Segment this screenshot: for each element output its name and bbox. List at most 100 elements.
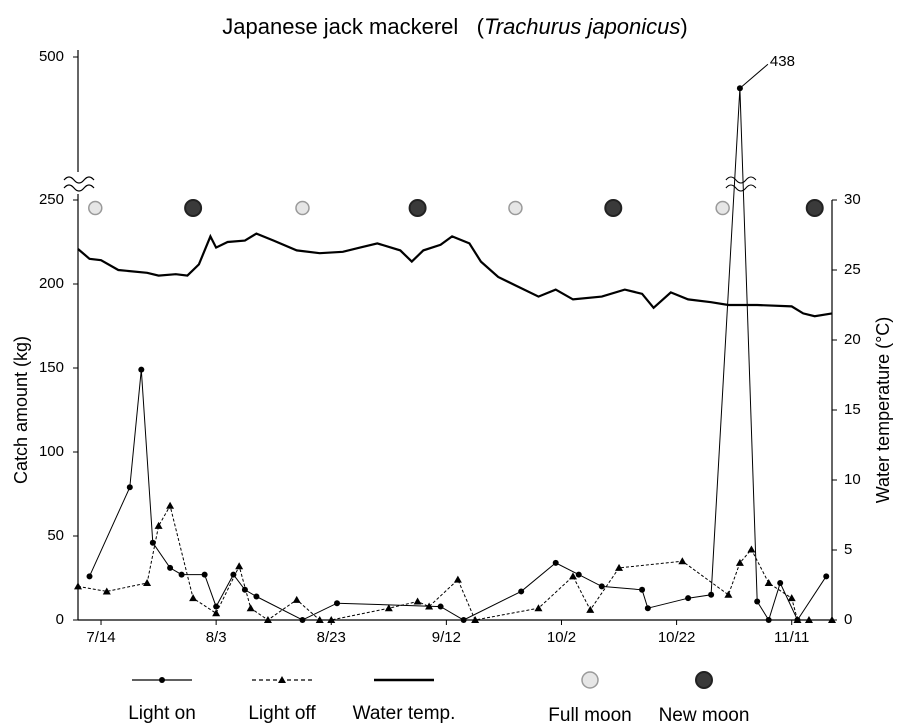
marker xyxy=(86,573,93,580)
axes xyxy=(63,50,833,621)
new-moon xyxy=(604,199,623,217)
marker xyxy=(764,579,773,587)
y-tick-label: 0 xyxy=(56,611,64,628)
y-axis-label: Catch amount (kg) xyxy=(11,336,31,484)
marker xyxy=(460,617,467,623)
marker xyxy=(804,616,813,623)
x-tick-label: 10/22 xyxy=(658,629,696,646)
marker xyxy=(777,580,784,587)
marker xyxy=(327,616,336,623)
marker xyxy=(246,604,255,612)
marker xyxy=(102,587,111,595)
marker xyxy=(315,616,324,623)
marker xyxy=(678,557,687,565)
marker xyxy=(685,595,692,602)
marker xyxy=(586,605,595,613)
y2-tick-label: 0 xyxy=(844,611,852,628)
marker xyxy=(639,586,646,593)
title-text: Japanese jack mackerel ( xyxy=(222,14,484,39)
legend-label: Full moon xyxy=(548,705,631,726)
y-tick-label: 150 xyxy=(39,359,64,376)
marker xyxy=(615,563,624,571)
marker xyxy=(167,564,174,571)
marker xyxy=(126,484,133,491)
legend-label: Light off xyxy=(248,703,316,724)
marker xyxy=(241,586,248,593)
x-tick-label: 8/23 xyxy=(317,629,346,646)
series-line xyxy=(77,232,833,318)
marker xyxy=(384,604,393,612)
x-tick-label: 10/2 xyxy=(547,629,576,646)
marker xyxy=(189,594,198,602)
marker xyxy=(754,598,761,605)
axis-break xyxy=(725,176,757,192)
marker xyxy=(213,603,220,610)
marker xyxy=(149,539,156,546)
marker xyxy=(793,616,802,623)
marker xyxy=(518,588,525,595)
legend-label: Light on xyxy=(128,703,196,724)
leader-line xyxy=(739,63,769,89)
legend-marker xyxy=(278,676,286,683)
x-tick-label: 9/12 xyxy=(432,629,461,646)
full-moon xyxy=(88,200,103,216)
marker xyxy=(212,609,221,617)
marker xyxy=(568,572,577,580)
title-species: Trachurus japonicus xyxy=(484,14,680,39)
y2-tick-label: 5 xyxy=(844,541,852,558)
series-line xyxy=(77,504,832,621)
marker xyxy=(74,582,82,590)
marker xyxy=(644,605,651,612)
marker xyxy=(425,602,434,610)
full-moon xyxy=(508,200,523,216)
y2-tick-label: 15 xyxy=(844,401,861,418)
x-tick-label: 8/3 xyxy=(206,629,227,646)
marker xyxy=(828,616,836,623)
data-label: 438 xyxy=(770,53,795,70)
new-moon xyxy=(805,199,824,217)
marker xyxy=(292,595,301,603)
marker xyxy=(724,590,733,598)
title-text: ) xyxy=(680,14,687,39)
marker xyxy=(598,583,605,590)
x-tick-label: 7/14 xyxy=(86,629,115,646)
marker xyxy=(178,571,185,578)
series-line xyxy=(89,88,827,622)
y-tick-label: 50 xyxy=(47,527,64,544)
full-moon xyxy=(295,200,310,216)
x-tick-label: 11/11 xyxy=(774,629,809,646)
marker xyxy=(201,571,208,578)
y2-tick-label: 30 xyxy=(844,191,861,208)
marker xyxy=(453,575,462,583)
marker xyxy=(334,600,341,607)
marker xyxy=(413,597,422,605)
marker xyxy=(299,617,306,623)
marker xyxy=(253,593,260,600)
axis-break xyxy=(63,176,95,192)
legend-label: Water temp. xyxy=(353,703,456,724)
y2-tick-label: 10 xyxy=(844,471,861,488)
y-tick-label: 250 xyxy=(39,191,64,208)
marker xyxy=(154,521,163,529)
marker xyxy=(735,558,744,566)
new-moon xyxy=(184,199,203,217)
marker xyxy=(534,604,543,612)
marker xyxy=(235,562,244,570)
marker xyxy=(263,616,272,623)
y2-tick-label: 20 xyxy=(844,331,861,348)
marker xyxy=(166,501,175,509)
marker xyxy=(138,366,145,373)
y-tick-label: 200 xyxy=(39,275,64,292)
y-tick-label: 100 xyxy=(39,443,64,460)
marker xyxy=(823,573,830,580)
y-tick-label: 500 xyxy=(39,48,64,65)
full-moon xyxy=(715,200,730,216)
chart-title: Japanese jack mackerel (Trachurus japoni… xyxy=(222,14,687,39)
y2-axis-label: Water temperature (°C) xyxy=(873,317,893,504)
new-moon xyxy=(408,199,427,217)
marker xyxy=(765,617,772,623)
marker xyxy=(143,579,152,587)
marker xyxy=(552,559,559,566)
marker xyxy=(708,591,715,598)
